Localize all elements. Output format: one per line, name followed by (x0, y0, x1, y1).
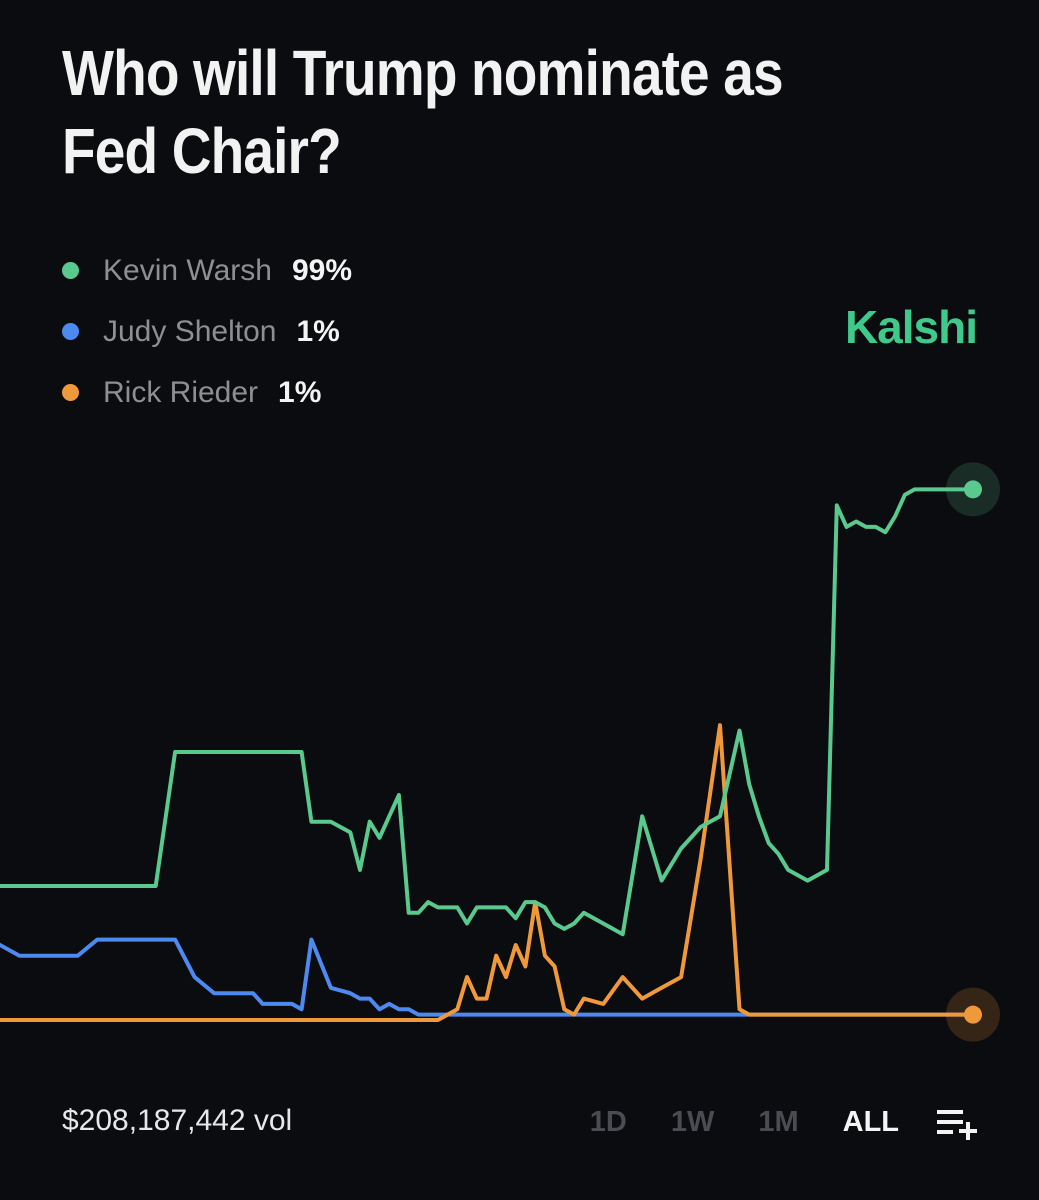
range-1d-button[interactable]: 1D (589, 1106, 627, 1138)
legend-item-name: Rick Rieder (103, 375, 259, 409)
chart-legend: Kevin Warsh 99% Judy Shelton 1% Rick Rie… (62, 240, 352, 423)
volume-label: $208,187,442 vol (62, 1104, 293, 1137)
chart-lines (0, 487, 975, 1022)
legend-item-name: Judy Shelton (103, 314, 277, 348)
legend-item-value: 99% (291, 253, 352, 287)
legend-dot-icon (62, 323, 79, 340)
line-chart[interactable] (0, 440, 1039, 1080)
brand-logo: Kalshi (844, 301, 978, 353)
add-to-list-icon[interactable] (937, 1108, 979, 1140)
legend-item-name: Kevin Warsh (103, 253, 272, 287)
legend-item-kevin-warsh[interactable]: Kevin Warsh 99% (62, 240, 352, 301)
series-line-judy-shelton (0, 937, 975, 1017)
time-range-selector: 1D 1W 1M ALL (590, 1106, 899, 1139)
legend-dot-icon (62, 262, 79, 279)
endpoint-marker-rick-rieder (964, 1005, 982, 1024)
series-line-kevin-warsh (0, 487, 975, 937)
range-1w-button[interactable]: 1W (670, 1106, 715, 1138)
series-line-rick-rieder (0, 723, 975, 1022)
chart-endpoints (946, 462, 1000, 1042)
legend-item-value: 1% (278, 375, 322, 409)
legend-dot-icon (62, 384, 79, 401)
endpoint-marker-kevin-warsh (964, 480, 982, 499)
legend-item-rick-rieder[interactable]: Rick Rieder 1% (62, 362, 352, 423)
range-all-button[interactable]: ALL (842, 1106, 899, 1138)
legend-item-judy-shelton[interactable]: Judy Shelton 1% (62, 301, 352, 362)
legend-item-value: 1% (296, 314, 340, 348)
chart-footer: $208,187,442 vol 1D 1W 1M ALL (0, 1094, 1039, 1154)
range-1m-button[interactable]: 1M (758, 1106, 799, 1138)
page-title: Who will Trump nominate as Fed Chair? (62, 37, 784, 187)
